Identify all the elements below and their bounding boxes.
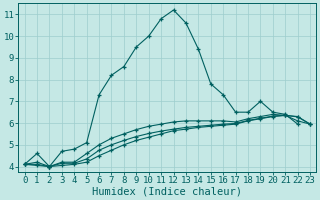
X-axis label: Humidex (Indice chaleur): Humidex (Indice chaleur) — [92, 187, 242, 197]
